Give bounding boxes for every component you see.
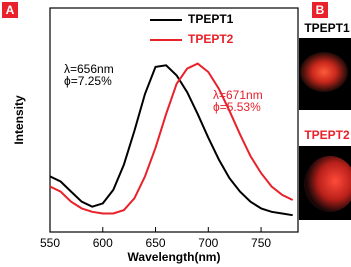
x-tick-label: 650: [146, 236, 166, 250]
legend-label: TPEPT2: [188, 32, 234, 46]
photo-label: TPEPT1: [304, 21, 350, 35]
x-tick-label: 550: [40, 236, 60, 250]
legend-label: TPEPT1: [188, 12, 234, 26]
x-tick-label: 600: [93, 236, 113, 250]
annotation: λ=671nm: [213, 88, 263, 102]
panel-label-box: [2, 2, 18, 18]
powder: [300, 52, 348, 92]
annotation: λ=656nm: [64, 62, 114, 76]
y-axis-label: Intensity: [12, 95, 26, 145]
x-tick-label: 750: [251, 236, 271, 250]
powder: [304, 156, 351, 212]
panel-label: A: [6, 3, 15, 17]
panel-label: B: [316, 3, 325, 17]
photo-label: TPEPT2: [304, 128, 350, 142]
x-tick-label: 700: [198, 236, 218, 250]
x-axis-label: Wavelength(nm): [128, 250, 221, 264]
panel-label-box: [312, 2, 328, 18]
line-series: [49, 64, 293, 217]
annotation: ϕ=7.25%: [64, 74, 112, 88]
plot-frame: [49, 7, 299, 233]
line-series: [49, 62, 294, 215]
annotation: ϕ=5.53%: [213, 100, 261, 114]
